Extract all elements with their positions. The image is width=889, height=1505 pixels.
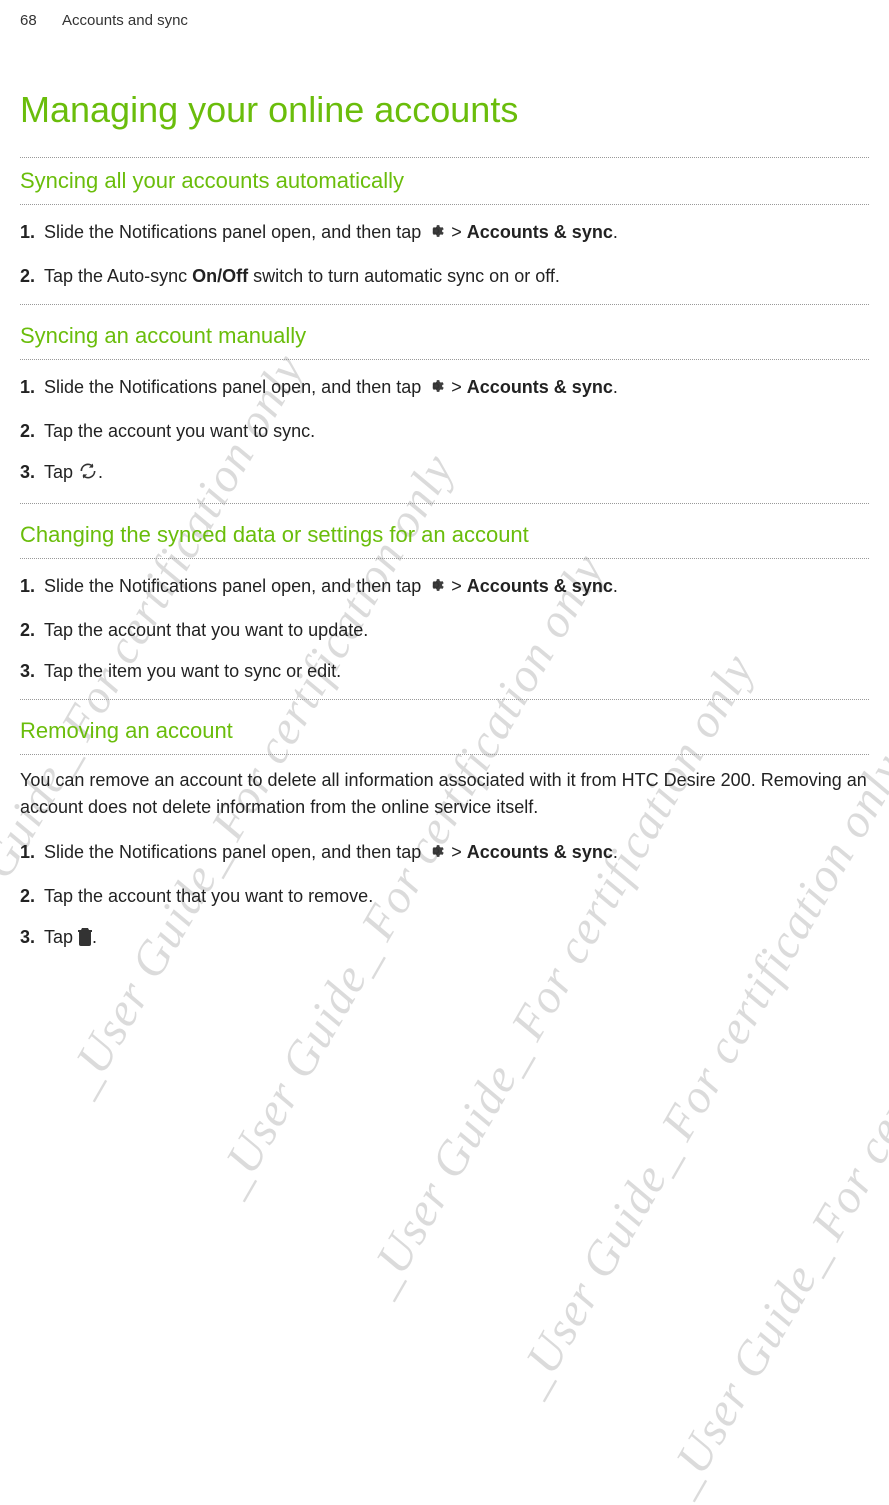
step: 3. Tap . (44, 924, 869, 954)
section-sync-auto: Syncing all your accounts automatically … (20, 168, 869, 305)
step-mid: > (446, 377, 467, 397)
step: 1. Slide the Notifications panel open, a… (44, 839, 869, 869)
step-suffix: switch to turn automatic sync on or off. (248, 266, 560, 286)
step-mid: > (446, 576, 467, 596)
step-number: 1. (20, 219, 35, 246)
step-suffix: . (98, 462, 103, 482)
section-heading: Removing an account (20, 718, 869, 744)
step-suffix: . (613, 842, 618, 862)
step-number: 3. (20, 924, 35, 951)
step-number: 3. (20, 658, 35, 685)
step-text: Tap the item you want to sync or edit. (44, 661, 341, 681)
step-suffix: . (613, 222, 618, 242)
gear-icon (426, 221, 446, 249)
step-number: 1. (20, 573, 35, 600)
step-number: 2. (20, 883, 35, 910)
step-text: Slide the Notifications panel open, and … (44, 222, 426, 242)
step-strong: Accounts & sync (467, 377, 613, 397)
step: 2. Tap the Auto-sync On/Off switch to tu… (44, 263, 869, 290)
step: 2. Tap the account you want to sync. (44, 418, 869, 445)
section-heading: Syncing an account manually (20, 323, 869, 349)
step-text: Slide the Notifications panel open, and … (44, 576, 426, 596)
step-number: 2. (20, 617, 35, 644)
section-heading: Changing the synced data or settings for… (20, 522, 869, 548)
step: 1. Slide the Notifications panel open, a… (44, 374, 869, 404)
step: 3. Tap . (44, 459, 869, 489)
step: 1. Slide the Notifications panel open, a… (44, 573, 869, 603)
step-text: Slide the Notifications panel open, and … (44, 377, 426, 397)
step-text: Tap (44, 927, 78, 947)
step-number: 2. (20, 263, 35, 290)
step-text: Tap the account that you want to remove. (44, 886, 373, 906)
divider (20, 558, 869, 559)
step-text: Tap the Auto-sync (44, 266, 192, 286)
step: 1. Slide the Notifications panel open, a… (44, 219, 869, 249)
step: 2. Tap the account that you want to remo… (44, 883, 869, 910)
divider (20, 359, 869, 360)
divider (20, 204, 869, 205)
divider (20, 304, 869, 305)
step: 2. Tap the account that you want to upda… (44, 617, 869, 644)
step-mid: > (446, 222, 467, 242)
step-text: Tap the account that you want to update. (44, 620, 368, 640)
page-title: Managing your online accounts (20, 89, 869, 131)
step-suffix: . (613, 377, 618, 397)
step-number: 1. (20, 839, 35, 866)
gear-icon (426, 841, 446, 869)
step-text: Slide the Notifications panel open, and … (44, 842, 426, 862)
step-strong: Accounts & sync (467, 222, 613, 242)
step-strong: Accounts & sync (467, 576, 613, 596)
gear-icon (426, 376, 446, 404)
page-number: 68 (20, 12, 37, 29)
section-heading: Syncing all your accounts automatically (20, 168, 869, 194)
section-change-settings: Changing the synced data or settings for… (20, 522, 869, 700)
section-name: Accounts and sync (62, 12, 188, 29)
step-suffix: . (613, 576, 618, 596)
divider (20, 754, 869, 755)
page-header: 68 Accounts and sync (20, 12, 869, 29)
section-sync-manual: Syncing an account manually 1. Slide the… (20, 323, 869, 504)
step: 3. Tap the item you want to sync or edit… (44, 658, 869, 685)
step-mid: > (446, 842, 467, 862)
step-number: 2. (20, 418, 35, 445)
gear-icon (426, 575, 446, 603)
step-strong: Accounts & sync (467, 842, 613, 862)
step-strong: On/Off (192, 266, 248, 286)
section-intro: You can remove an account to delete all … (20, 767, 869, 821)
trash-icon (78, 927, 92, 954)
divider (20, 699, 869, 700)
section-remove-account: Removing an account You can remove an ac… (20, 718, 869, 954)
step-suffix: . (92, 927, 97, 947)
step-number: 3. (20, 459, 35, 486)
divider (20, 157, 869, 158)
refresh-icon (78, 461, 98, 489)
step-number: 1. (20, 374, 35, 401)
step-text: Tap the account you want to sync. (44, 421, 315, 441)
step-text: Tap (44, 462, 78, 482)
divider (20, 503, 869, 504)
